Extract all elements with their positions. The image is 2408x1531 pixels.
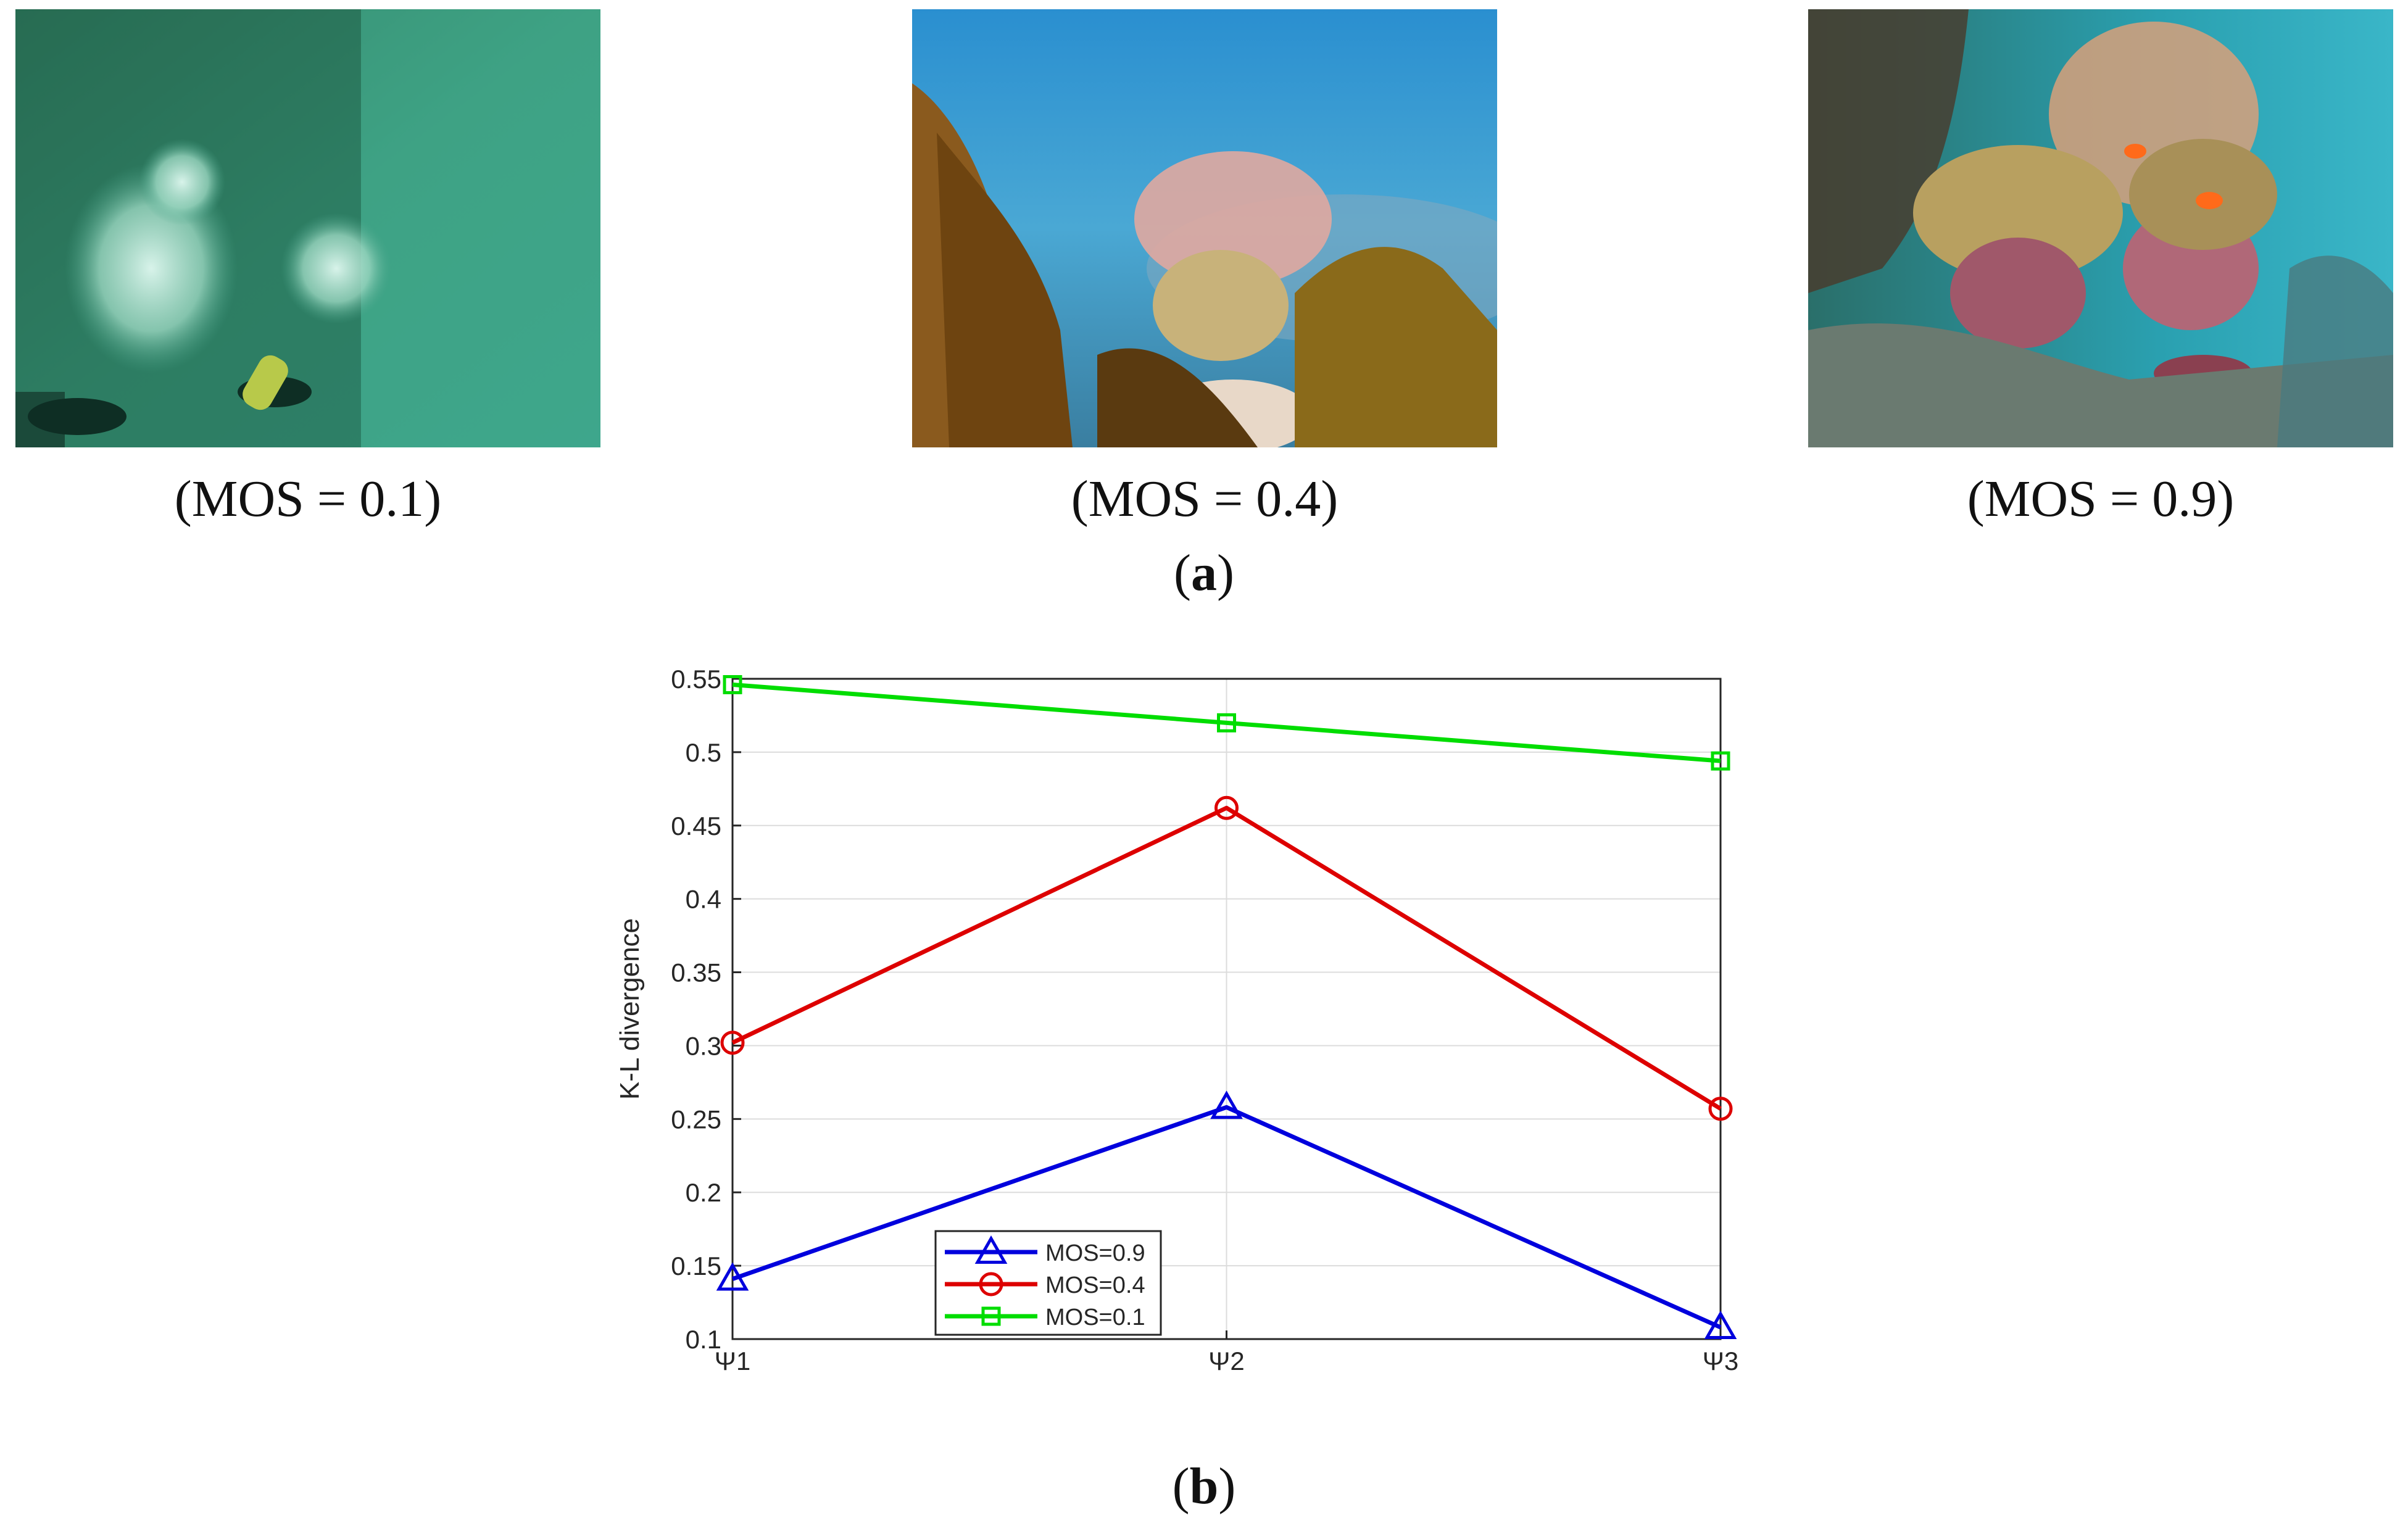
y-axis-label: K-L divergence: [615, 918, 645, 1100]
legend: MOS=0.9 MOS=0.4 MOS=0.1: [934, 1230, 1162, 1336]
series-2: [720, 795, 1733, 1121]
y-tick-label: 0.55: [671, 665, 721, 694]
x-tick-label: Ψ2: [1208, 1346, 1244, 1375]
legend-item: MOS=0.9: [945, 1235, 1145, 1266]
y-tick-label: 0.5: [686, 738, 721, 767]
y-tick-label: 0.45: [671, 811, 721, 840]
image-caption-mos-low: (MOS = 0.1): [174, 470, 442, 528]
panel-label-b-open: (: [1172, 1458, 1190, 1515]
y-tick-label: 0.15: [671, 1251, 721, 1280]
y-axis-ticks: 0.1 0.15 0.2 0.25 0.3 0.35 0.4 0.45 0.5 0.55: [671, 665, 741, 1354]
panel-label-a-open: (: [1174, 544, 1191, 602]
legend-label: MOS=0.9: [1045, 1240, 1145, 1266]
series-line: [731, 805, 1722, 1111]
legend-label: MOS=0.1: [1045, 1305, 1145, 1330]
data-series: [716, 675, 1737, 1339]
data-point-marker: [1214, 795, 1239, 820]
legend-label: MOS=0.4: [1045, 1272, 1145, 1298]
panel-label-a-close: ): [1217, 544, 1234, 602]
data-point-marker: [720, 1031, 745, 1055]
x-tick-label: Ψ3: [1703, 1346, 1738, 1375]
legend-item: MOS=0.1: [945, 1305, 1145, 1330]
series-line: [732, 683, 1721, 763]
underwater-image-low-quality: [15, 9, 600, 447]
data-point-marker: [716, 1262, 749, 1291]
panel-label-b-close: ): [1218, 1458, 1236, 1515]
x-tick-label: Ψ1: [715, 1346, 750, 1375]
series-line: [731, 1105, 1722, 1330]
data-point-marker: [1210, 1090, 1243, 1119]
image-caption-mos-medium: (MOS = 0.4): [1071, 470, 1339, 528]
y-tick-label: 0.1: [686, 1325, 721, 1354]
underwater-image-medium-quality: [912, 9, 1497, 447]
data-point-marker: [1711, 751, 1730, 771]
x-axis-ticks: Ψ1 Ψ2 Ψ3: [715, 1330, 1738, 1375]
data-point-marker: [723, 675, 742, 695]
y-tick-label: 0.25: [671, 1105, 721, 1134]
panel-label-a: (a): [1081, 543, 1327, 603]
panel-label-b: (b): [1081, 1456, 1327, 1516]
underwater-image-high-quality: [1808, 9, 2393, 447]
legend-marker: [974, 1235, 1008, 1264]
y-tick-label: 0.35: [671, 958, 721, 987]
image-caption-mos-high: (MOS = 0.9): [1967, 470, 2235, 528]
data-point-marker: [1708, 1097, 1733, 1121]
y-tick-label: 0.3: [686, 1031, 721, 1060]
data-point-marker: [1704, 1310, 1737, 1339]
legend-marker: [979, 1272, 1003, 1297]
data-point-marker: [1217, 713, 1236, 732]
grid-lines: [732, 678, 1721, 1340]
panel-label-b-letter: b: [1189, 1458, 1219, 1515]
legend-marker: [981, 1306, 1001, 1326]
legend-item: MOS=0.4: [945, 1272, 1145, 1298]
y-tick-label: 0.4: [686, 885, 721, 914]
series-3: [723, 675, 1730, 771]
y-tick-label: 0.2: [686, 1178, 721, 1207]
panel-label-a-letter: a: [1191, 544, 1217, 602]
series-1: [716, 1090, 1737, 1339]
